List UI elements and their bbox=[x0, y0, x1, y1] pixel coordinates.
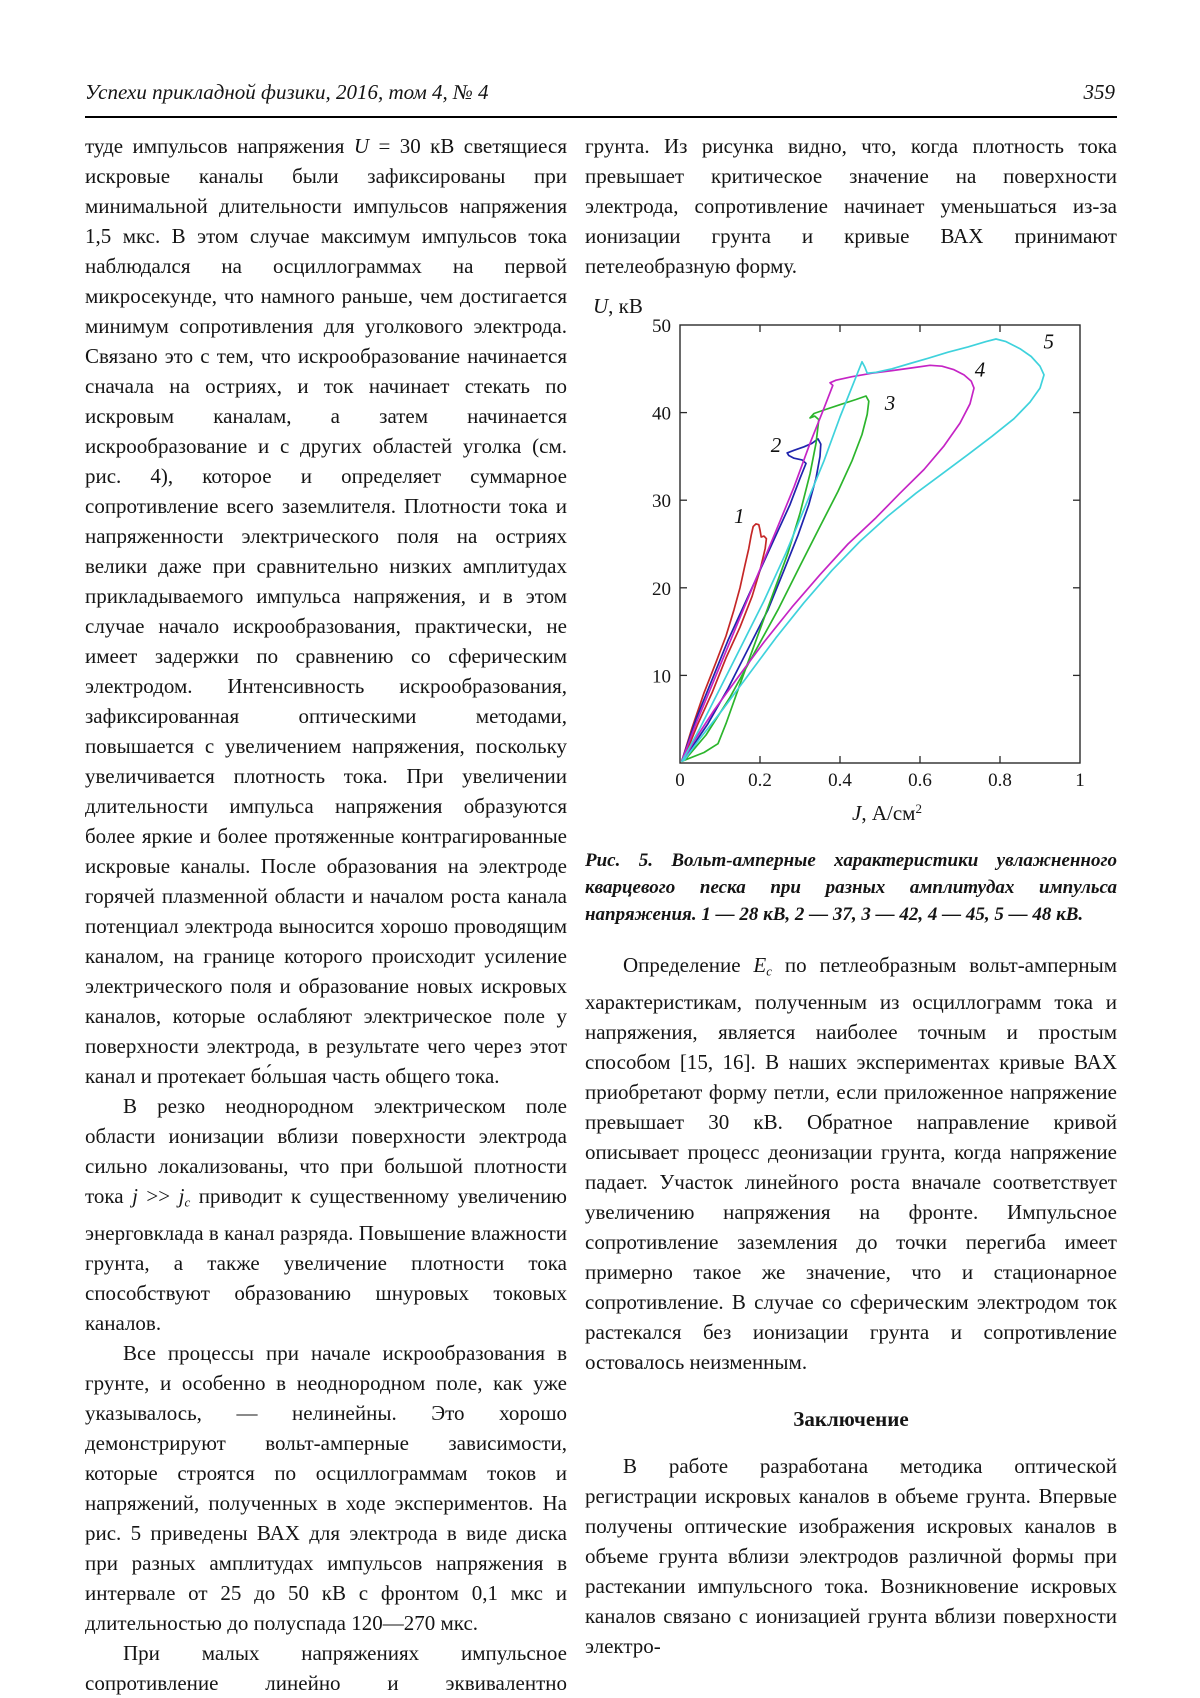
paragraph: В резко неоднородном электрическом поле … bbox=[85, 1094, 567, 1335]
paragraph: Определение Ec по петлеобразным вольт-ам… bbox=[585, 953, 1117, 1374]
x-tick-label: 0.6 bbox=[908, 770, 932, 791]
page-number: 359 bbox=[1083, 80, 1116, 104]
figure-5: 0 0.2 0.4 0.6 0.8 1 10 20 30 40 50 U, кВ J, А/см2 1 2 3… bbox=[585, 287, 1117, 833]
x-axis-label: J, А/см2 bbox=[852, 801, 922, 826]
conclusion-heading: Заключение bbox=[793, 1406, 909, 1431]
curve-label-1: 1 bbox=[734, 504, 745, 528]
x-tick-label: 0.8 bbox=[988, 770, 1012, 791]
y-tick-label: 30 bbox=[652, 491, 671, 512]
right-column: грунта. Из рисунка видно, что, когда пло… bbox=[585, 131, 1117, 1661]
plot-box bbox=[679, 324, 1081, 764]
header-rule bbox=[85, 116, 1117, 118]
figure-caption: Рис. 5. Вольт-амперные характеристики ув… bbox=[585, 850, 1117, 925]
y-axis-label: U, кВ bbox=[593, 294, 643, 318]
x-tick-label: 0 bbox=[675, 770, 685, 791]
paragraph: Все процессы при начале искрообразования… bbox=[85, 1340, 567, 1635]
curve-1 bbox=[681, 523, 768, 762]
curve-5 bbox=[681, 338, 1045, 763]
x-tick-label: 0.2 bbox=[748, 770, 772, 791]
y-tick-label: 50 bbox=[652, 316, 671, 337]
left-column: туде импульсов напряжения U = 30 кВ свет… bbox=[85, 131, 567, 1698]
paragraph: грунта. Из рисунка видно, что, когда пло… bbox=[585, 134, 1117, 278]
curve-label-2: 2 bbox=[771, 433, 782, 457]
y-tick-label: 40 bbox=[652, 404, 671, 425]
vax-chart: 0 0.2 0.4 0.6 0.8 1 10 20 30 40 50 U, кВ J, А/см2 1 2 3… bbox=[593, 294, 1085, 826]
journal-title: Успехи прикладной физики, 2016, том 4, №… bbox=[85, 80, 489, 104]
y-tick-label: 10 bbox=[652, 666, 671, 687]
paragraph: туде импульсов напряжения U = 30 кВ свет… bbox=[85, 134, 567, 1088]
curve-label-5: 5 bbox=[1044, 330, 1055, 354]
x-tick-label: 1 bbox=[1075, 770, 1085, 791]
paragraph: При малых напряжениях импульсное сопроти… bbox=[85, 1640, 567, 1695]
paragraph: В работе разработана методика оптической… bbox=[585, 1453, 1117, 1658]
curve-label-3: 3 bbox=[884, 391, 896, 415]
curve-4 bbox=[681, 364, 975, 762]
x-tick-label: 0.4 bbox=[828, 770, 852, 791]
y-tick-label: 20 bbox=[652, 579, 671, 600]
curve-label-4: 4 bbox=[975, 358, 986, 382]
